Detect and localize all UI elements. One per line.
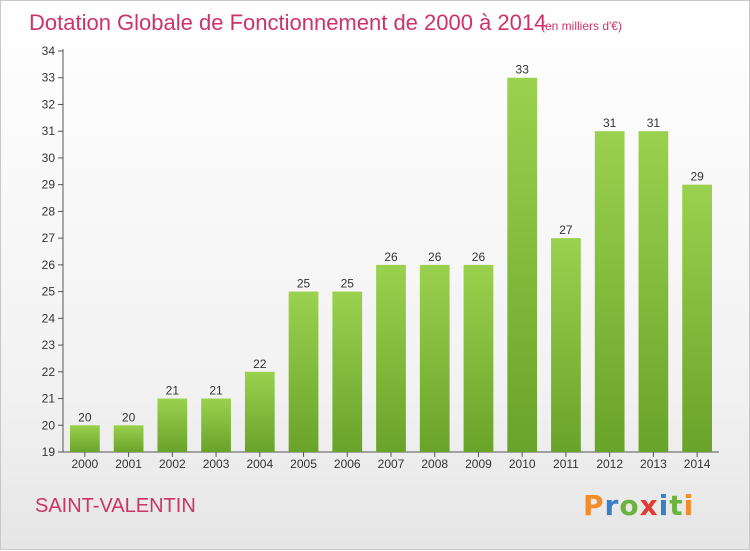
bars: 20 20 21 21 22 25 25 26 26 26 33 27 31 31 29 (69, 63, 713, 452)
bar-2009 (463, 264, 494, 452)
logo-letter: i (683, 489, 695, 522)
y-tick-label: 26 (42, 258, 56, 272)
bar-value-label: 26 (384, 250, 398, 264)
bar-value-label: 29 (690, 170, 704, 184)
bar-2001 (113, 425, 144, 452)
x-tick-label: 2011 (553, 457, 579, 471)
x-tick-label: 2014 (684, 457, 711, 471)
axes: 19 20 21 22 23 24 25 26 27 28 29 30 31 32 33 34 2000 2001… (42, 44, 719, 471)
bar-2007 (376, 264, 406, 452)
bar-2004 (244, 371, 275, 452)
logo-letter: t (669, 489, 684, 522)
y-tick-label: 21 (42, 392, 56, 406)
x-tick-label: 2005 (290, 457, 317, 471)
logo-letter: r (604, 489, 620, 522)
bar-2002 (157, 398, 188, 452)
bar-2006 (332, 291, 363, 452)
x-tick-label: 2000 (72, 457, 99, 471)
x-tick-label: 2001 (115, 457, 142, 471)
bar-value-label: 20 (78, 410, 92, 424)
x-tick-label: 2003 (203, 457, 230, 471)
bar-value-label: 31 (647, 116, 661, 130)
y-tick-label: 33 (42, 71, 56, 85)
x-tick-label: 2012 (596, 457, 623, 471)
x-tick-label: 2008 (421, 457, 448, 471)
logo-letter: i (658, 489, 670, 522)
bar-value-label: 33 (516, 63, 530, 77)
bar-value-label: 21 (166, 384, 180, 398)
y-tick-label: 24 (42, 311, 56, 325)
y-tick-label: 28 (42, 204, 56, 218)
y-tick-label: 30 (42, 151, 56, 165)
bar-2008 (419, 264, 450, 452)
bar-2012 (594, 131, 625, 452)
x-tick-label: 2006 (334, 457, 361, 471)
y-tick-label: 27 (42, 231, 56, 245)
bar-value-label: 31 (603, 116, 617, 130)
bar-value-label: 25 (341, 277, 355, 291)
logo-letter: o (619, 489, 640, 522)
x-tick-label: 2010 (509, 457, 536, 471)
bar-2013 (638, 131, 669, 452)
bar-2003 (201, 398, 231, 452)
bar-value-label: 20 (122, 410, 136, 424)
y-tick-label: 22 (42, 365, 56, 379)
y-tick-label: 34 (42, 44, 56, 58)
bar-value-label: 26 (472, 250, 486, 264)
bar-value-label: 27 (559, 223, 573, 237)
proxiti-logo: Proxiti (583, 489, 694, 522)
y-tick-label: 31 (42, 124, 56, 138)
y-tick-label: 19 (42, 445, 56, 459)
y-tick-label: 32 (42, 97, 56, 111)
x-tick-label: 2002 (159, 457, 186, 471)
y-tick-label: 23 (42, 338, 56, 352)
bar-2000 (69, 425, 100, 452)
chart-subtitle: (en milliers d'€) (541, 19, 622, 33)
bar-value-label: 22 (253, 357, 267, 371)
x-tick-label: 2004 (246, 457, 273, 471)
logo-letter: P (583, 489, 605, 522)
bar-2011 (551, 238, 581, 452)
bar-value-label: 21 (209, 384, 223, 398)
bar-2010 (507, 77, 538, 452)
bar-value-label: 25 (297, 277, 311, 291)
bar-2014 (682, 184, 713, 452)
y-tick-label: 20 (42, 418, 56, 432)
x-tick-label: 2007 (378, 457, 405, 471)
x-tick-label: 2009 (465, 457, 492, 471)
bar-2005 (288, 291, 319, 452)
place-name: SAINT-VALENTIN (35, 495, 196, 517)
y-tick-label: 25 (42, 285, 56, 299)
bar-value-label: 26 (428, 250, 442, 264)
chart-title: Dotation Globale de Fonctionnement de 20… (29, 10, 546, 35)
y-tick-label: 29 (42, 178, 56, 192)
x-tick-label: 2013 (640, 457, 667, 471)
logo-letter: x (639, 489, 659, 522)
